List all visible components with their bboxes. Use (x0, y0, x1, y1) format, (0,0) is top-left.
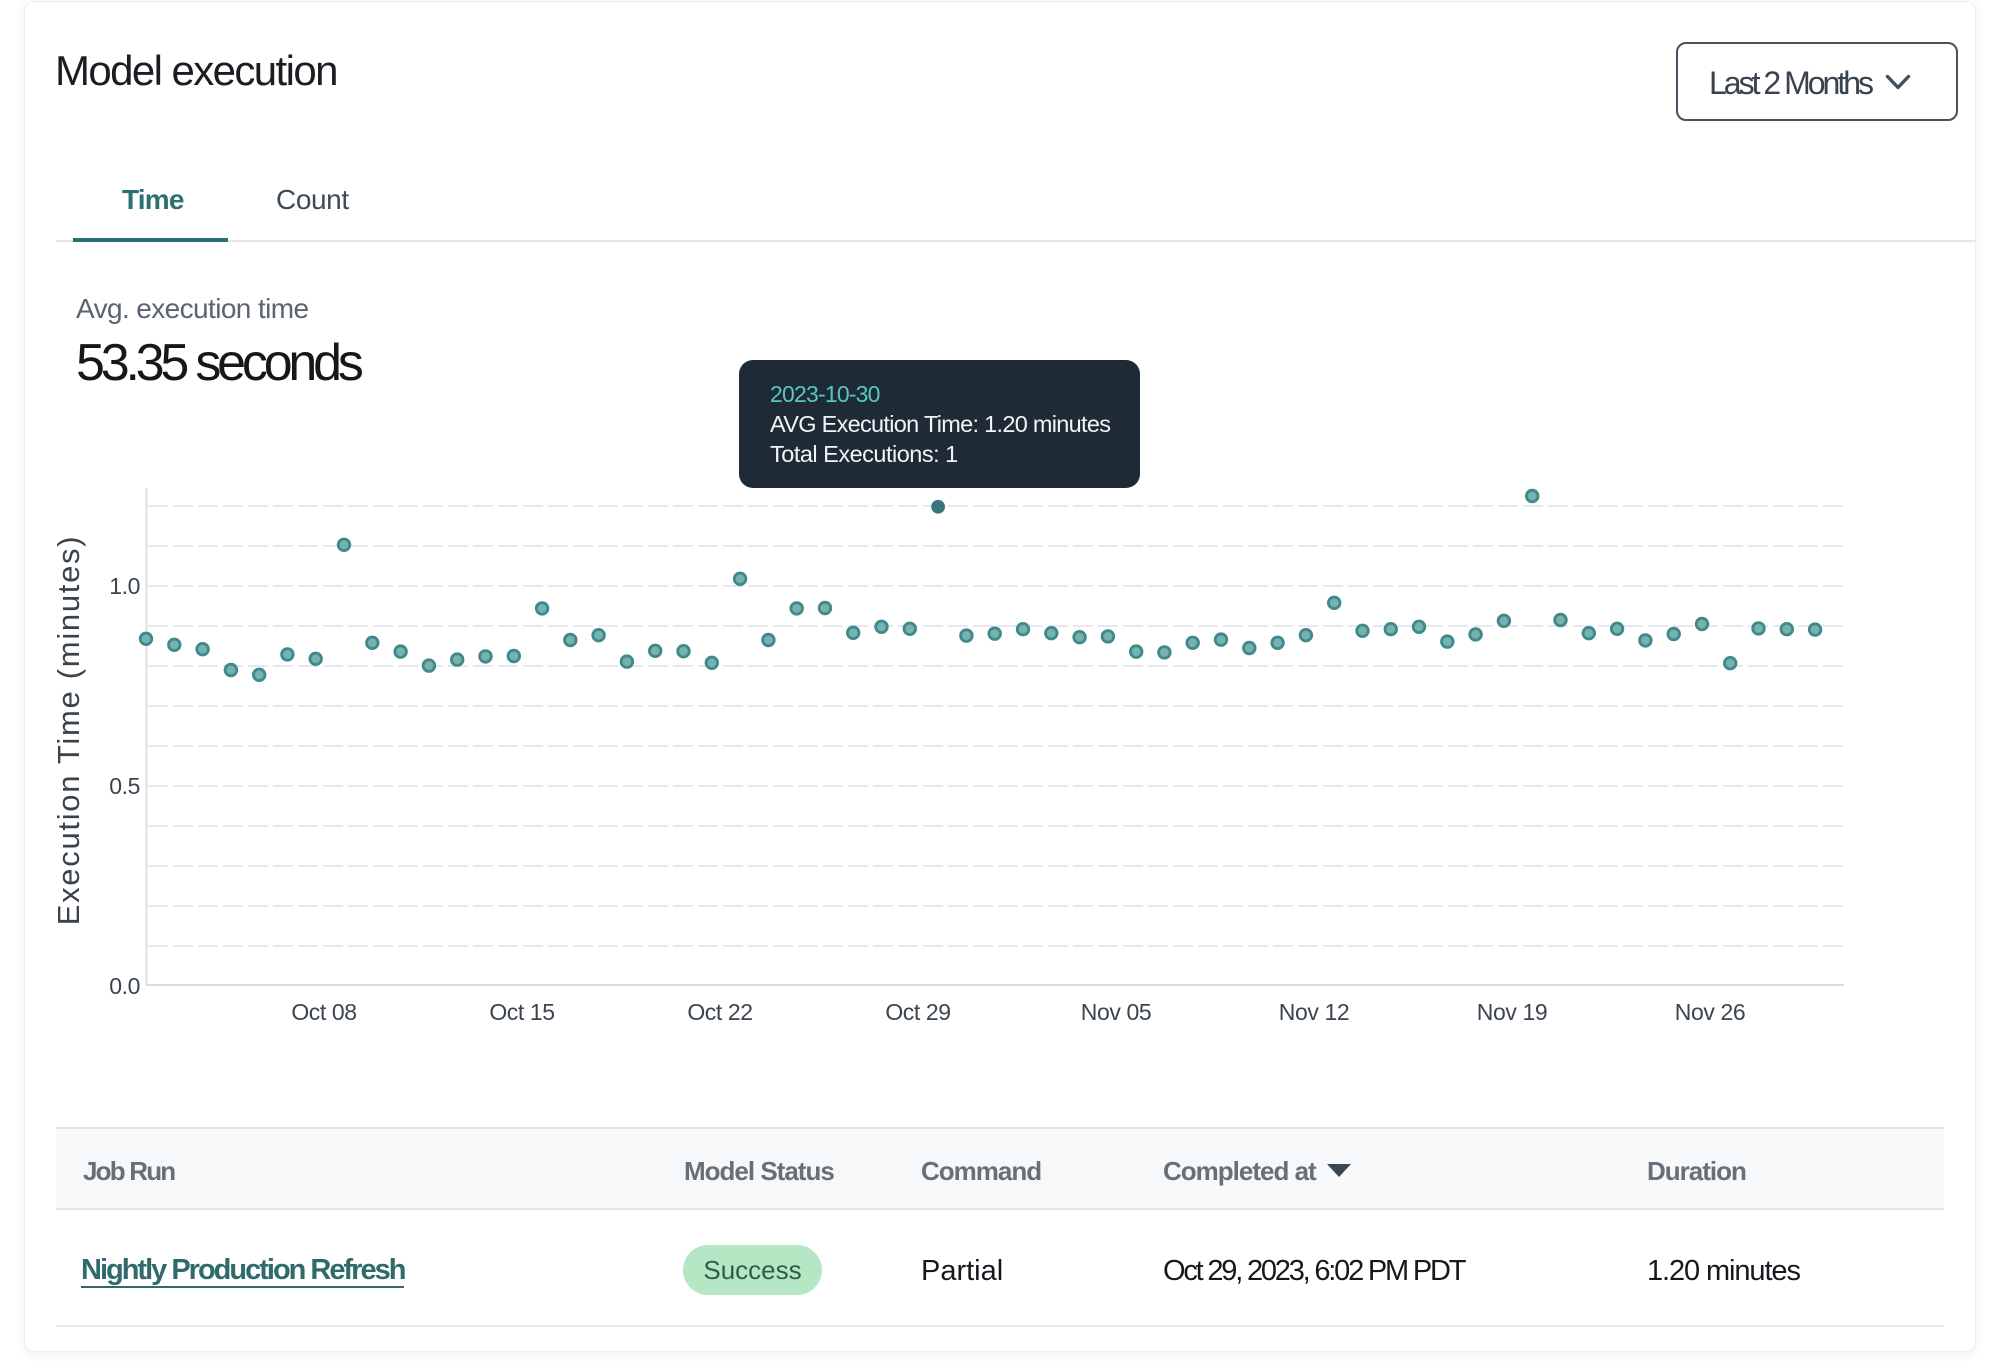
svg-text:Nov 05: Nov 05 (1081, 999, 1151, 1025)
svg-text:Oct 22: Oct 22 (687, 999, 752, 1025)
svg-text:Nov 26: Nov 26 (1675, 999, 1745, 1025)
svg-text:0.0: 0.0 (109, 973, 140, 999)
svg-text:Oct 15: Oct 15 (489, 999, 554, 1025)
svg-text:Execution Time (minutes): Execution Time (minutes) (51, 535, 86, 926)
svg-text:Oct 29: Oct 29 (885, 999, 950, 1025)
svg-text:Nov 19: Nov 19 (1477, 999, 1547, 1025)
svg-text:Oct 08: Oct 08 (291, 999, 356, 1025)
svg-text:1.0: 1.0 (109, 573, 140, 599)
svg-text:0.5: 0.5 (109, 773, 140, 799)
svg-text:Nov 12: Nov 12 (1279, 999, 1349, 1025)
